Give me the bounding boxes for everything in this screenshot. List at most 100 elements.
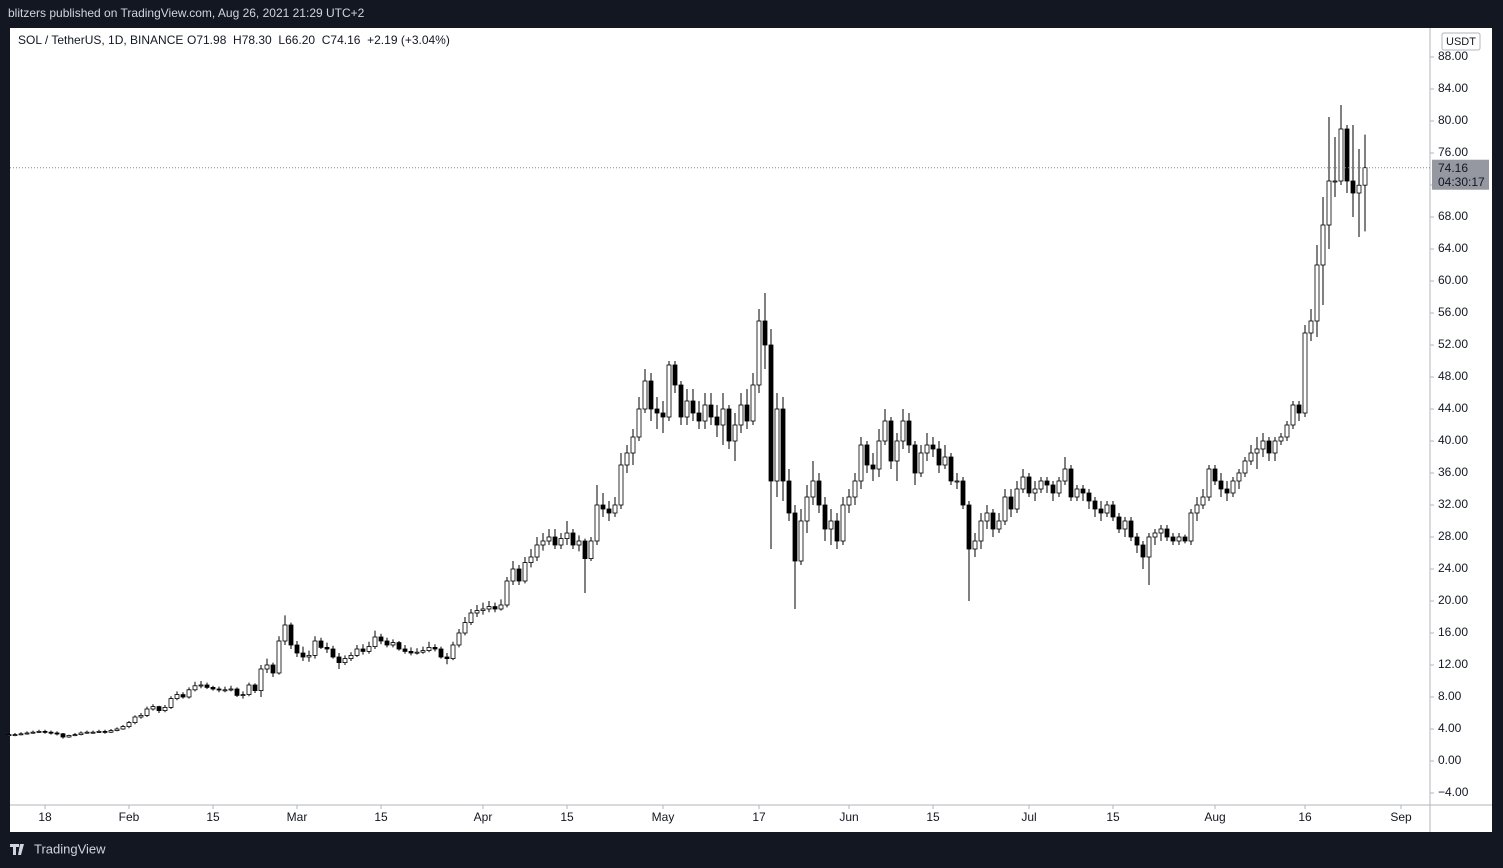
candle-body [942, 456, 948, 466]
candle-body [1296, 404, 1302, 414]
candle-body [54, 732, 60, 735]
candle-body [1128, 520, 1134, 538]
currency-box[interactable] [1441, 32, 1481, 51]
candle-body [966, 504, 972, 550]
candle-body [150, 706, 156, 710]
candle-body [954, 480, 960, 483]
candle-body [384, 640, 390, 646]
y-tick-label: 84.00 [1438, 81, 1468, 95]
candle-body [258, 668, 264, 692]
candle-body [852, 480, 858, 498]
candle-body [198, 684, 204, 687]
candle-body [1278, 436, 1284, 442]
candle-body [558, 538, 564, 546]
y-tick-label: 24.00 [1438, 561, 1468, 575]
x-tick-label: 15 [206, 810, 220, 824]
candle-body [6, 734, 12, 736]
candle-body [102, 731, 108, 733]
candle-body [846, 496, 852, 506]
candle-body [420, 650, 426, 653]
candle-body [1356, 184, 1362, 194]
candle-body [1332, 180, 1338, 183]
candle-body [876, 440, 882, 470]
candle-body [702, 404, 708, 422]
candle-body [516, 568, 522, 582]
candle-body [528, 556, 534, 563]
candle-body [1362, 167, 1368, 186]
candle-body [72, 734, 78, 736]
x-tick-label: 16 [1298, 810, 1312, 824]
candle-body [36, 731, 42, 733]
candle-body [402, 648, 408, 652]
candle-body [1050, 484, 1056, 494]
candle-body [1140, 544, 1146, 558]
candle-body [504, 580, 510, 606]
candle-body [786, 480, 792, 514]
candle-body [426, 647, 432, 652]
candle-body [498, 604, 504, 610]
candle-body [540, 540, 546, 546]
candle-body [1044, 480, 1050, 486]
candle-body [1032, 488, 1038, 494]
candle-body [1092, 500, 1098, 510]
candle-body [1212, 468, 1218, 482]
y-tick-label: 64.00 [1438, 241, 1468, 255]
x-tick-label: Sep [1390, 810, 1412, 824]
chart-area [10, 28, 1492, 832]
candle-body [870, 464, 876, 470]
candle-body [390, 642, 396, 646]
candle-body [780, 408, 786, 482]
candle-body [318, 640, 324, 648]
candle-body [768, 344, 774, 482]
y-tick-label: 52.00 [1438, 337, 1468, 351]
currency[interactable]: USDT [1446, 36, 1476, 48]
candle-body [912, 444, 918, 474]
brand-logo [10, 844, 24, 855]
candle-body [348, 655, 354, 660]
candle-body [690, 400, 696, 414]
candle-body [792, 512, 798, 562]
candle-body [606, 508, 612, 514]
candle-body [90, 731, 96, 734]
candle-body [168, 698, 174, 708]
candle-body [978, 520, 984, 542]
candle-body [642, 380, 648, 410]
candle-body [120, 726, 126, 730]
candle-body [858, 444, 864, 482]
candle-body [138, 715, 144, 718]
candle-body [360, 648, 366, 652]
candle-body [228, 688, 234, 691]
x-tick-label: May [652, 810, 675, 824]
candle-body [78, 732, 84, 736]
y-tick-label: 80.00 [1438, 113, 1468, 127]
candle-body [192, 685, 198, 691]
x-tick-label: Mar [287, 810, 308, 824]
candle-body [972, 540, 978, 550]
candle-body [534, 544, 540, 558]
brand: TradingView [34, 841, 106, 856]
x-tick-label: 17 [752, 810, 766, 824]
candle-body [96, 731, 102, 733]
candle-body [624, 452, 630, 466]
candle-body [144, 708, 150, 716]
candle-body [480, 608, 486, 612]
candle-body [282, 624, 288, 642]
y-tick-label: 32.00 [1438, 497, 1468, 511]
candle-body [42, 731, 48, 733]
candle-body [816, 480, 822, 506]
symbol: SOL / TetherUS, 1D, BINANCE [18, 33, 183, 47]
candle-body [1218, 480, 1224, 490]
candle-body [1122, 520, 1128, 530]
candle-body [1098, 508, 1104, 514]
candle-body [810, 480, 816, 498]
candle-body [330, 648, 336, 658]
candle-body [1344, 128, 1350, 182]
candle-body [438, 648, 444, 658]
candle-body [396, 642, 402, 650]
candle-body [270, 664, 276, 674]
candle-body [906, 420, 912, 446]
candle-body [864, 444, 870, 466]
y-tick-label: −4.00 [1438, 785, 1469, 799]
candle-body [732, 424, 738, 442]
